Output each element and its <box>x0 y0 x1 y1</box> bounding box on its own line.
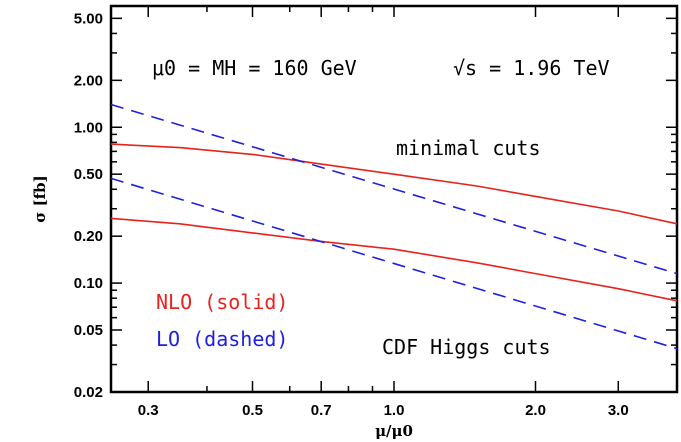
legend-nlo: NLO (solid) <box>156 290 288 314</box>
x-axis-title: μ/μ0 <box>375 422 413 440</box>
x-tick-label: 0.3 <box>138 402 159 419</box>
y-tick-labels: 0.02 0.05 0.10 0.20 0.50 1.00 2.00 5.00 <box>74 10 103 401</box>
y-tick-label: 0.50 <box>74 166 103 183</box>
series-line-4 <box>110 177 678 350</box>
series-line-1 <box>110 143 678 225</box>
series-line-2 <box>110 103 678 275</box>
x-tick-label: 0.7 <box>311 402 332 419</box>
y-tick-label: 0.05 <box>74 322 103 339</box>
annotation-mu0: μ0 = MH = 160 GeV <box>152 56 357 80</box>
y-tick-label: 0.20 <box>74 228 103 245</box>
y-tick-label: 2.00 <box>74 72 103 89</box>
x-tick-label: 0.5 <box>242 402 263 419</box>
y-tick-label: 5.00 <box>74 10 103 27</box>
axis-ticks <box>111 5 678 393</box>
y-tick-label: 0.10 <box>74 275 103 292</box>
x-tick-label: 2.0 <box>525 402 546 419</box>
annotation-minimal-cuts: minimal cuts <box>396 136 541 160</box>
annotation-cdf-higgs-cuts: CDF Higgs cuts <box>382 335 551 359</box>
x-tick-label: 3.0 <box>608 402 629 419</box>
x-tick-label: 1.0 <box>384 402 405 419</box>
y-axis-title: σ [fb] <box>31 175 49 222</box>
annotation-sqrt-s: √s = 1.96 TeV <box>453 56 610 80</box>
data-series <box>110 103 678 350</box>
y-tick-label: 1.00 <box>74 119 103 136</box>
series-line-3 <box>110 217 678 302</box>
y-tick-label: 0.02 <box>74 384 103 401</box>
legend-lo: LO (dashed) <box>156 327 288 351</box>
x-tick-labels: 0.3 0.5 0.7 1.0 2.0 3.0 <box>138 402 629 419</box>
